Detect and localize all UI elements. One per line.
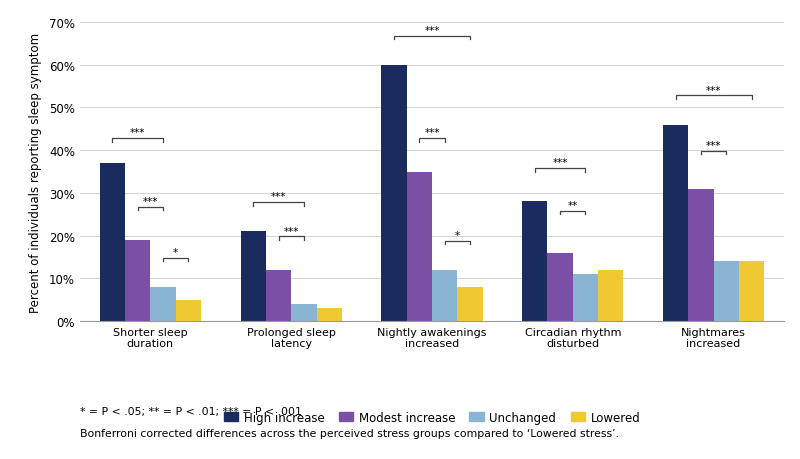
Text: ***: *** [424,128,440,138]
Bar [241,232,266,321]
Bar [714,262,739,321]
Bar [663,125,688,321]
Bar [573,274,598,321]
Bar [688,189,714,321]
Bar [176,300,201,321]
Bar [382,66,406,321]
Bar [291,304,317,321]
Bar [547,253,573,321]
Text: * = P < .05; ** = P < .01; *** = P < .001: * = P < .05; ** = P < .01; *** = P < .00… [80,406,302,416]
Text: ***: *** [553,158,568,168]
Text: **: ** [568,201,578,211]
Text: Bonferroni corrected differences across the perceived stress groups compared to : Bonferroni corrected differences across … [80,428,619,438]
Text: ***: *** [283,226,299,236]
Text: ***: *** [706,85,722,95]
Legend: High increase, Modest increase, Unchanged, Lowered: High increase, Modest increase, Unchange… [224,411,640,424]
Text: ***: *** [271,192,286,202]
Text: ***: *** [706,141,722,151]
Bar [432,270,458,321]
Text: *: * [454,230,460,241]
Text: ***: *** [142,196,158,206]
Bar [739,262,764,321]
Y-axis label: Percent of individuals reporting sleep symptom: Percent of individuals reporting sleep s… [29,33,42,312]
Bar [406,172,432,321]
Bar [266,270,291,321]
Text: ***: *** [424,26,440,36]
Bar [150,287,176,321]
Bar [125,241,150,321]
Text: *: * [173,247,178,257]
Bar [598,270,623,321]
Bar [317,308,342,321]
Text: ***: *** [130,128,146,138]
Bar [522,202,547,321]
Bar [458,287,482,321]
Bar [100,163,125,321]
